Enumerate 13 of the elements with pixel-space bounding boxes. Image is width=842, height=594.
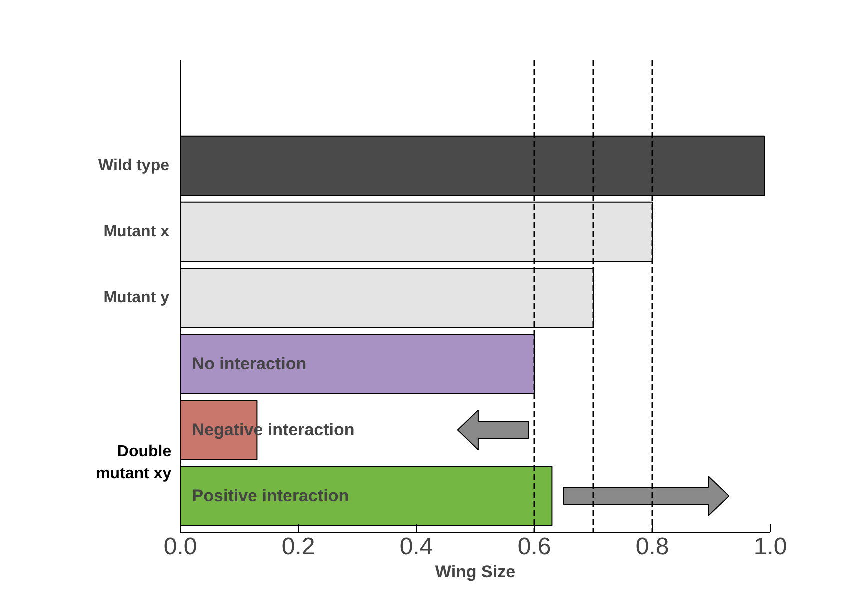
y-tick-label: Mutant x [104, 224, 170, 241]
x-tick-label: 1.0 [754, 534, 788, 560]
x-axis-title: Wing Size [435, 562, 516, 582]
y-tick-label: No interaction [192, 354, 307, 374]
x-tick-label: 0.4 [400, 534, 434, 560]
text: Double mutant xy [96, 444, 172, 483]
x-tick-label: 0.8 [636, 534, 670, 560]
y-tick-label: Positive interaction [192, 486, 350, 506]
x-tick-label: 0.2 [282, 534, 316, 560]
x-tick-label: 0.6 [518, 534, 552, 560]
x-tick-label: 0.0 [164, 534, 198, 560]
y-tick-label: Mutant y [104, 290, 170, 307]
y-tick-label: Wild type [98, 158, 170, 175]
